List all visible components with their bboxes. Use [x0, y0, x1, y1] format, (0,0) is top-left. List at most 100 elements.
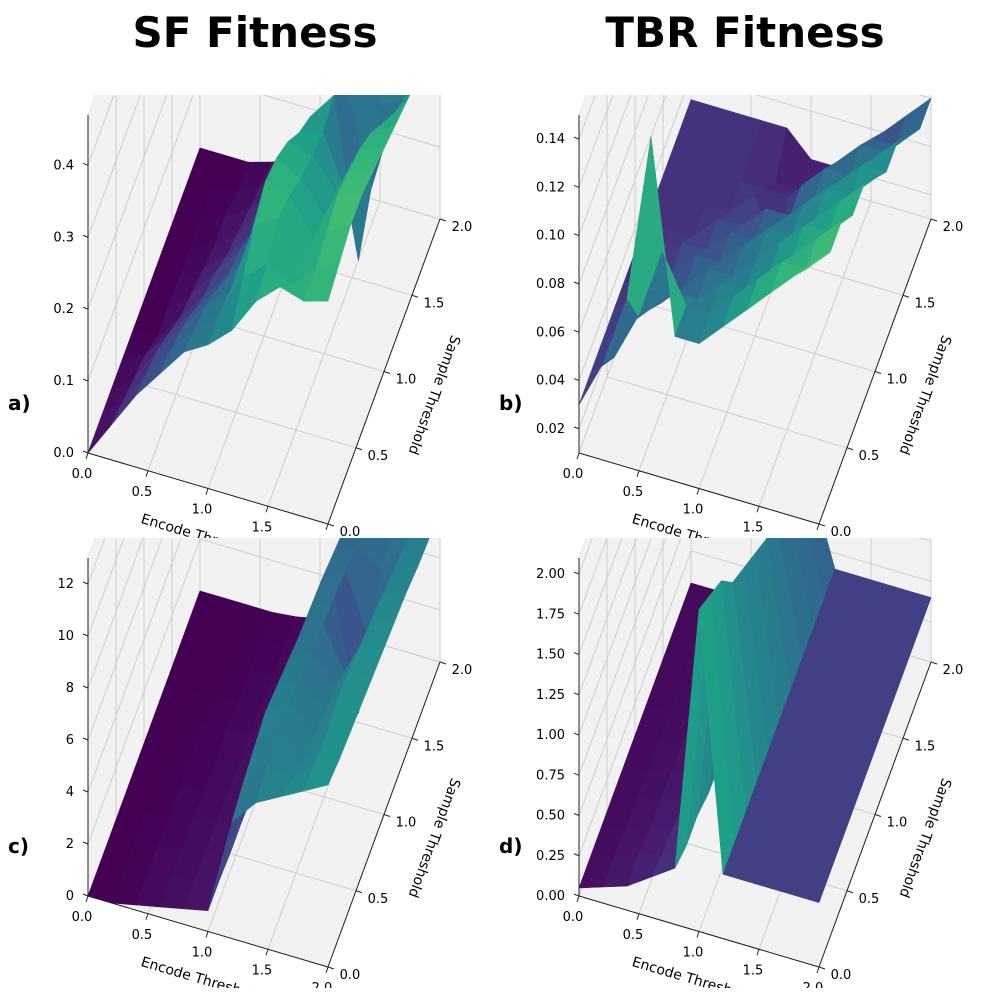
y-tick-mark	[902, 294, 910, 298]
surface-face	[794, 251, 831, 276]
z-tick-label: 0.4	[53, 158, 74, 173]
y-axis-label: Sample Threshold	[405, 333, 464, 457]
y-tick-label: 1.0	[396, 816, 417, 831]
z-tick-label: 0.00	[536, 889, 565, 904]
grid-line-z	[87, 95, 168, 310]
z-tick-label: 2	[66, 837, 74, 852]
y-tick-label: 2.0	[452, 663, 473, 678]
x-tick-mark	[576, 452, 580, 460]
panel-label: d)	[499, 834, 522, 858]
z-tick-mark	[573, 571, 580, 575]
x-tick-label: 0.5	[623, 485, 644, 500]
x-tick-mark	[696, 488, 700, 495]
z-tick-mark	[82, 841, 89, 845]
column-title-sf-fitness: SF Fitness	[132, 8, 378, 57]
grid-line-z	[578, 95, 632, 236]
x-tick-mark	[756, 506, 760, 513]
z-tick-label: 0.04	[536, 374, 565, 389]
z-tick-mark	[82, 450, 89, 454]
y-tick-mark	[327, 523, 335, 527]
z-tick-label: 0.1	[53, 374, 74, 389]
grid-line-z	[578, 95, 932, 381]
z-tick-mark	[82, 633, 89, 637]
x-tick-label: 0.0	[563, 467, 584, 482]
y-tick-label: 0.0	[340, 968, 361, 983]
y-tick-mark	[383, 371, 391, 374]
z-tick-mark	[82, 737, 89, 741]
y-tick-mark	[902, 737, 910, 741]
y-axis-label: Sample Threshold	[896, 776, 955, 900]
y-tick-label: 0.0	[340, 525, 361, 540]
x-tick-mark	[636, 470, 640, 477]
x-tick-label: 0.0	[72, 910, 93, 925]
x-tick-label: 1.0	[683, 946, 704, 961]
y-tick-label: 0.5	[859, 449, 880, 464]
y-tick-mark	[383, 814, 391, 817]
z-tick-mark	[573, 732, 580, 736]
z-tick-label: 0.08	[536, 277, 565, 292]
x-tick-mark	[756, 949, 760, 956]
y-tick-mark	[355, 890, 363, 894]
x-tick-label: 1.5	[743, 963, 764, 978]
z-tick-mark	[573, 652, 580, 656]
x-tick-label: 1.5	[252, 963, 273, 978]
x-tick-label: 2.0	[312, 981, 333, 988]
z-tick-label: 0	[66, 889, 74, 904]
x-tick-mark	[816, 966, 820, 974]
x-tick-mark	[145, 470, 149, 477]
z-tick-label: 1.00	[536, 728, 565, 743]
y-tick-label: 2.0	[452, 220, 473, 235]
x-tick-label: 0.5	[132, 485, 153, 500]
z-tick-label: 0.2	[53, 302, 74, 317]
z-tick-mark	[573, 813, 580, 816]
surface-plot-a: 0.00.51.01.52.00.00.51.01.52.00.00.10.20…	[8, 95, 473, 545]
x-tick-mark	[85, 452, 89, 460]
y-axis-label: Sample Threshold	[896, 333, 955, 457]
y-tick-label: 0.5	[859, 892, 880, 907]
x-tick-mark	[205, 931, 209, 938]
y-tick-label: 0.5	[368, 449, 389, 464]
z-tick-mark	[573, 611, 580, 615]
y-tick-label: 0.0	[831, 525, 852, 540]
z-tick-label: 1.75	[536, 607, 565, 622]
y-tick-label: 0.0	[831, 968, 852, 983]
y-tick-label: 2.0	[943, 663, 964, 678]
surface-plot-c: 0.00.51.01.52.00.00.51.01.52.0024681012E…	[8, 538, 473, 988]
z-tick-mark	[82, 893, 89, 897]
x-tick-mark	[265, 506, 269, 513]
y-axis-label: Sample Threshold	[405, 776, 464, 900]
x-tick-mark	[576, 895, 580, 903]
x-tick-mark	[205, 488, 209, 495]
z-tick-label: 0.06	[536, 325, 565, 340]
x-tick-mark	[325, 966, 329, 974]
z-tick-label: 0.02	[536, 422, 565, 437]
x-tick-mark	[325, 523, 329, 531]
surface	[578, 97, 932, 406]
z-tick-label: 0.12	[536, 180, 565, 195]
surface-plot-d: 0.0 0.5 1.0 1.5 2.0 0.0 0.5 1.0 1.5 2.0 0.00 0.25 0.…	[499, 538, 964, 988]
surface-face	[303, 263, 340, 302]
z-tick-mark	[82, 162, 89, 166]
z-tick-label: 6	[66, 733, 74, 748]
x-tick-label: 2.0	[803, 981, 824, 988]
y-tick-label: 1.5	[915, 739, 936, 754]
x-tick-label: 1.0	[192, 946, 213, 961]
grid-line-z	[578, 538, 932, 816]
z-tick-label: 8	[66, 681, 74, 696]
y-tick-mark	[930, 661, 938, 665]
grid-line-z	[578, 538, 623, 655]
y-tick-mark	[874, 814, 882, 817]
grid-line-z	[578, 95, 649, 285]
y-tick-mark	[818, 523, 826, 527]
surface	[578, 538, 932, 903]
grid-line-z	[87, 538, 144, 689]
z-tick-label: 0.25	[536, 849, 565, 864]
z-tick-label: 2.00	[536, 567, 565, 582]
z-tick-label: 0.0	[53, 446, 74, 461]
y-tick-mark	[818, 966, 826, 970]
z-tick-mark	[573, 281, 580, 285]
z-tick-mark	[573, 853, 580, 857]
x-tick-mark	[816, 523, 820, 531]
z-tick-mark	[573, 184, 580, 188]
panel-label: a)	[8, 391, 31, 415]
